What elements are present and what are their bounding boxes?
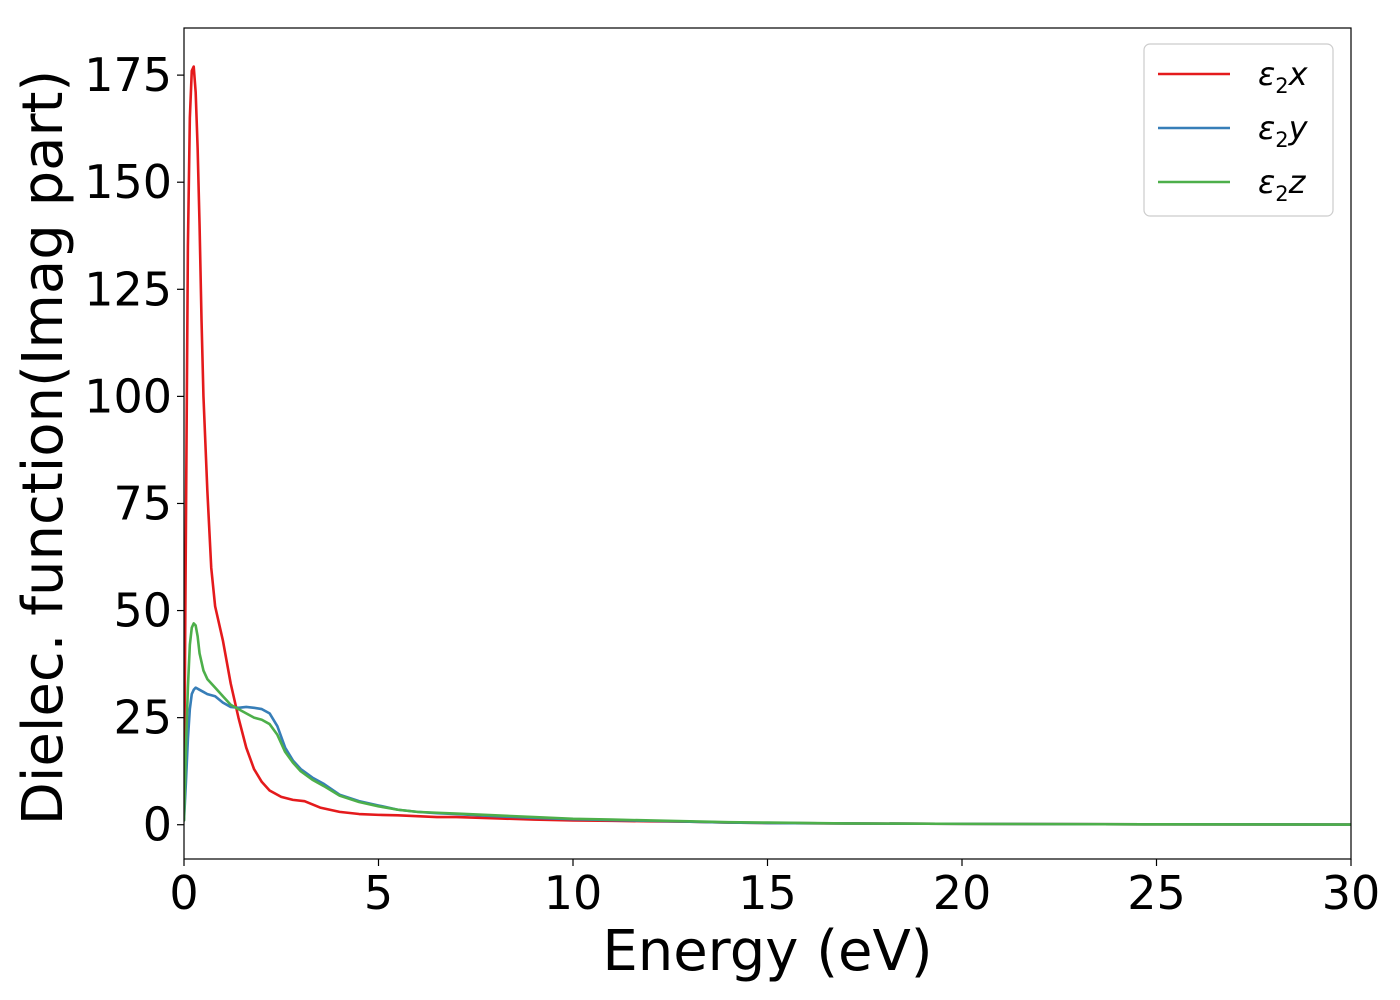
series-line-y bbox=[184, 686, 1351, 826]
y-tick-label: 75 bbox=[113, 476, 172, 530]
x-tick-label: 0 bbox=[169, 866, 198, 920]
y-tick-label: 125 bbox=[84, 262, 172, 316]
legend-label-y: ε2y bbox=[1258, 109, 1309, 152]
x-tick-label: 15 bbox=[738, 866, 797, 920]
x-tick-label: 30 bbox=[1322, 866, 1381, 920]
plot-lines bbox=[184, 65, 1351, 826]
x-axis-label: Energy (eV) bbox=[602, 919, 932, 984]
legend: ε2x ε2y ε2z bbox=[1143, 43, 1334, 217]
y-axis-ticks: 0 25 50 75 100 125 150 175 bbox=[84, 48, 184, 852]
y-tick-label: 175 bbox=[84, 48, 172, 102]
y-tick-label: 50 bbox=[113, 584, 172, 638]
y-tick-label: 150 bbox=[84, 155, 172, 209]
x-tick-label: 10 bbox=[544, 866, 603, 920]
legend-label-x: ε2x bbox=[1258, 55, 1309, 98]
x-tick-label: 5 bbox=[364, 866, 393, 920]
x-axis-ticks: 0 5 10 15 20 25 30 bbox=[169, 859, 1380, 920]
x-tick-label: 25 bbox=[1127, 866, 1186, 920]
y-axis-label: Dielec. function(Imag part) bbox=[11, 70, 76, 826]
y-tick-label: 25 bbox=[113, 691, 172, 745]
y-tick-label: 0 bbox=[143, 798, 172, 852]
legend-label-z: ε2z bbox=[1258, 163, 1307, 206]
x-tick-label: 20 bbox=[933, 866, 992, 920]
series-line-z bbox=[184, 622, 1351, 826]
legend-box bbox=[1143, 43, 1334, 217]
y-tick-label: 100 bbox=[84, 369, 172, 423]
